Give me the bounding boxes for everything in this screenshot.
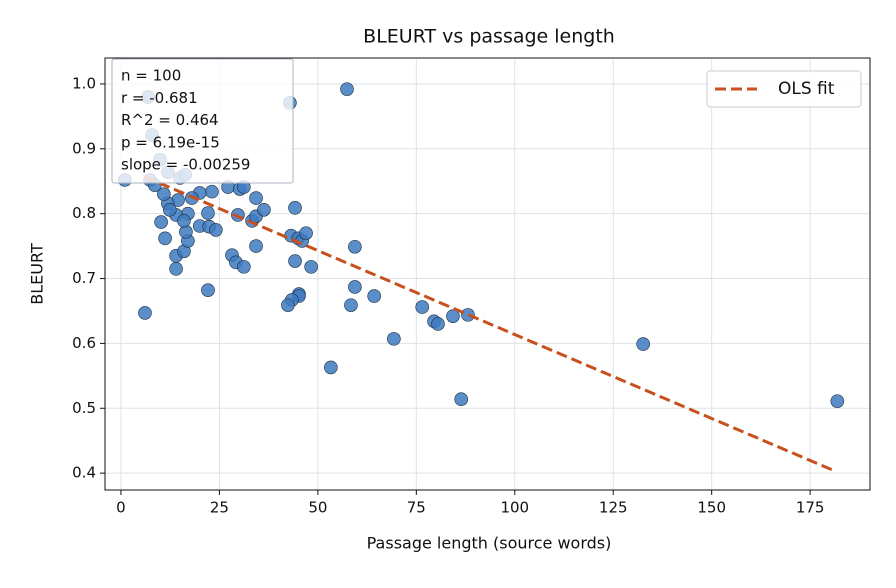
y-tick-label: 0.9 xyxy=(72,139,96,157)
point xyxy=(344,298,358,312)
point xyxy=(288,254,302,268)
stats-line: R^2 = 0.464 xyxy=(121,111,219,129)
point xyxy=(340,82,354,96)
point xyxy=(154,215,168,229)
point xyxy=(201,206,215,220)
point xyxy=(348,280,362,294)
point xyxy=(281,298,295,312)
chart-title: BLEURT vs passage length xyxy=(363,26,615,48)
x-tick-label: 0 xyxy=(116,499,126,517)
point xyxy=(169,262,183,276)
x-tick-label: 175 xyxy=(796,499,825,517)
point xyxy=(454,392,469,406)
point xyxy=(157,187,171,202)
point xyxy=(348,239,362,254)
point xyxy=(288,201,302,215)
stats-line: n = 100 xyxy=(121,67,181,85)
point xyxy=(636,337,650,351)
stats-box xyxy=(111,58,294,184)
point xyxy=(205,184,219,199)
point xyxy=(138,306,152,320)
y-tick-label: 0.4 xyxy=(72,464,96,482)
point xyxy=(249,191,263,205)
point xyxy=(201,283,215,298)
y-tick-label: 0.6 xyxy=(72,334,96,352)
point xyxy=(324,360,338,375)
point xyxy=(158,231,172,246)
x-tick-label: 25 xyxy=(210,499,229,517)
legend-box xyxy=(706,70,862,108)
x-axis-label: Passage length (source words) xyxy=(367,534,612,553)
point xyxy=(461,308,475,322)
point xyxy=(257,202,271,217)
point xyxy=(415,300,430,314)
point xyxy=(304,260,318,274)
stats-line: p = 6.19e-15 xyxy=(121,133,220,151)
point xyxy=(446,309,460,323)
point xyxy=(431,317,445,331)
y-tick-label: 0.5 xyxy=(72,399,96,417)
point xyxy=(299,226,313,240)
point xyxy=(237,260,251,274)
point xyxy=(249,239,263,253)
stats-line: slope = -0.00259 xyxy=(121,156,250,174)
legend-label: OLS fit xyxy=(778,79,835,99)
point xyxy=(367,289,381,303)
stats-line: r = -0.681 xyxy=(121,89,198,107)
point xyxy=(162,202,177,217)
point xyxy=(209,223,223,237)
point xyxy=(177,214,191,228)
y-tick-label: 0.8 xyxy=(72,204,96,222)
point xyxy=(830,394,845,408)
plot-frame xyxy=(104,57,871,491)
x-tick-label: 50 xyxy=(308,499,327,517)
y-tick-label: 1.0 xyxy=(72,74,96,92)
y-axis-label: BLEURT xyxy=(28,243,47,305)
x-tick-label: 125 xyxy=(599,499,628,517)
fit-line xyxy=(143,175,835,472)
x-tick-label: 150 xyxy=(697,499,726,517)
y-tick-label: 0.7 xyxy=(72,269,96,287)
x-tick-label: 75 xyxy=(407,499,426,517)
point xyxy=(387,332,401,346)
x-tick-label: 100 xyxy=(500,499,529,517)
